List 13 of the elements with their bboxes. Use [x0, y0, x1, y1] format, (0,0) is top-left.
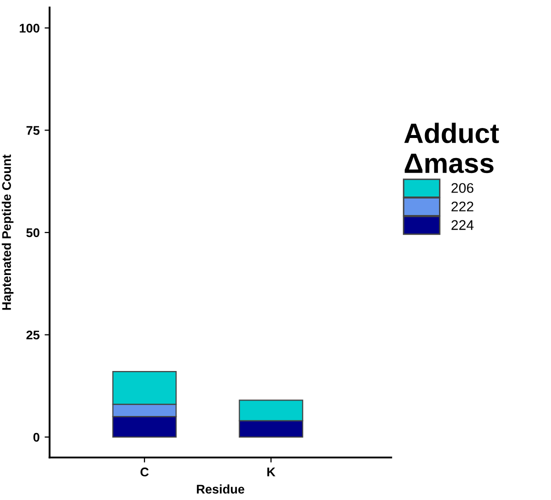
y-tick-label: 25: [26, 330, 40, 340]
y-axis-title: Haptenated Peptide Count: [2, 154, 14, 310]
legend-label: 222: [452, 202, 474, 212]
y-tick-label: 100: [20, 24, 40, 33]
x-tick-label: K: [267, 468, 276, 476]
legend-label: 206: [452, 183, 474, 193]
y-tick-label: 50: [26, 228, 40, 238]
x-tick-label: C: [140, 468, 149, 476]
legend-title: Adduct Δmass: [404, 122, 499, 174]
y-tick-label: 0: [33, 432, 40, 442]
x-axis-title: Residue: [196, 484, 244, 494]
y-tick-label: 75: [26, 126, 40, 135]
legend-label: 224: [452, 220, 474, 230]
